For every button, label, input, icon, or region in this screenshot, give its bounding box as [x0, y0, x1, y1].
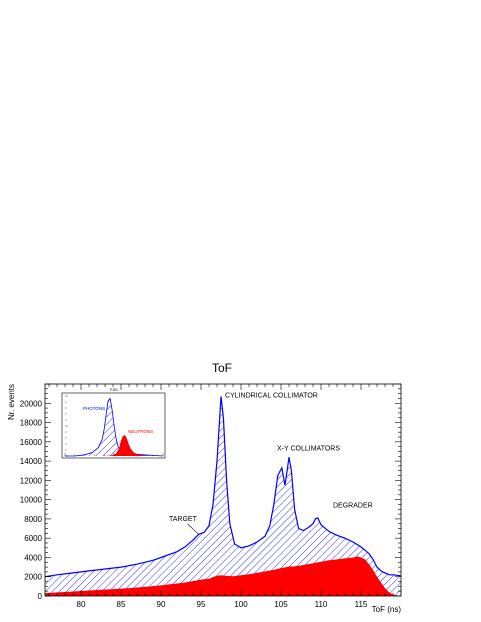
y-tick-label: 14000 [20, 457, 43, 466]
x-tick-label: 85 [117, 600, 126, 609]
x-tick-label: 110 [315, 600, 328, 609]
annotation-degrader: DEGRADER [333, 502, 373, 509]
x-tick-label: 105 [274, 600, 288, 609]
annotation-target: TARGET [169, 516, 198, 523]
inset-title: P.SD [110, 388, 118, 392]
total-hatched-area [45, 396, 401, 596]
y-ticks: 0 2000 4000 6000 8000 10000 12000 14000 16000 180… [20, 383, 401, 601]
x-axis-label: ToF (ns) [372, 605, 402, 614]
y-tick-label: 12000 [20, 476, 43, 485]
y-tick-label: 16000 [20, 438, 43, 447]
inset-psd-plot: P.SD PHOTONS NEUTRONS [61, 388, 166, 459]
x-tick-label: 80 [77, 600, 86, 609]
target-pointer-line [187, 523, 199, 535]
y-tick-label: 10000 [20, 496, 43, 505]
main-plot: 80 85 90 95 100 105 110 115 0 2000 4000 6000 8000 10… [20, 383, 402, 609]
x-tick-label: 90 [157, 600, 166, 609]
y-tick-label: 6000 [24, 534, 42, 543]
x-tick-label: 100 [234, 600, 248, 609]
y-tick-label: 20000 [20, 399, 43, 408]
y-tick-label: 8000 [24, 515, 42, 524]
inset-label-photons: PHOTONS [83, 406, 105, 411]
x-ticks: 80 85 90 95 100 105 110 115 [48, 384, 402, 609]
series-layer [44, 396, 402, 596]
x-tick-label: 95 [197, 600, 206, 609]
y-tick-label: 18000 [20, 419, 43, 428]
inset-ticks [64, 395, 164, 457]
total-series-line [44, 396, 402, 578]
annotations: CYLINDRICAL COLLIMATOR X-Y COLLIMATORS D… [169, 393, 373, 535]
y-tick-label: 0 [38, 592, 43, 601]
inset-label-neutrons: NEUTRONS [128, 429, 153, 434]
y-tick-label: 2000 [24, 573, 42, 582]
annotation-xy-collimators: X-Y COLLIMATORS [277, 446, 340, 453]
y-tick-label: 4000 [24, 553, 42, 562]
chart-title: ToF [212, 361, 232, 375]
y-axis-label: Nr. events [7, 384, 16, 420]
inset-series-layer [65, 397, 164, 457]
annotation-cylindrical-collimator: CYLINDRICAL COLLIMATOR [225, 393, 318, 400]
neutron-filled-area [45, 556, 401, 596]
x-tick-label: 115 [355, 600, 368, 609]
